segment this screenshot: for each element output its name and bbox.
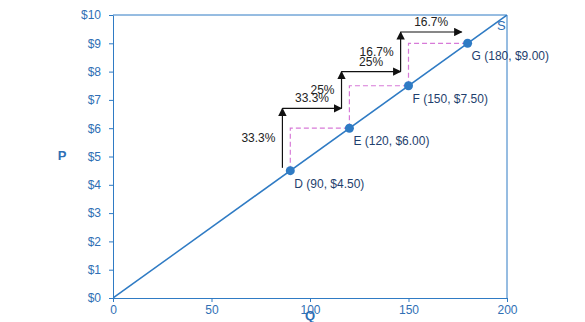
point [345, 124, 354, 133]
plot-frame [113, 15, 507, 298]
tick: $1 [88, 263, 113, 277]
tick: $0 [88, 291, 113, 305]
tick: $9 [88, 37, 113, 51]
arrow [400, 32, 401, 72]
tick-mark [212, 298, 213, 302]
y-axis-title: P [58, 148, 67, 163]
arrow-label: 16.7% [360, 45, 394, 59]
tick-mark [109, 298, 113, 299]
point-label: D (90, $4.50) [294, 177, 364, 191]
x-axis-title: Q [305, 308, 315, 322]
guide-step [349, 86, 408, 128]
tick-label: 150 [399, 303, 419, 317]
tick: 0 [110, 298, 117, 317]
tick: $6 [88, 122, 113, 136]
tick-mark [310, 298, 311, 302]
supply-line [113, 15, 507, 298]
tick: $7 [88, 93, 113, 107]
tick-mark [109, 185, 113, 186]
tick: $5 [88, 150, 113, 164]
point-label: E (120, $6.00) [353, 134, 429, 148]
tick-label: $1 [88, 263, 102, 277]
tick-label: $10 [81, 8, 101, 22]
tick-mark [109, 270, 113, 271]
tick-label: $8 [88, 65, 102, 79]
tick-label: $4 [88, 178, 102, 192]
tick-mark [109, 241, 113, 242]
guide-step [409, 43, 468, 85]
arrow [282, 108, 283, 167]
tick-mark [109, 15, 113, 16]
tick: $10 [81, 8, 113, 22]
tick-mark [109, 43, 113, 44]
series-label: S [497, 18, 506, 33]
tick-mark [109, 100, 113, 101]
axis-line [113, 16, 114, 299]
tick-label: $0 [88, 291, 102, 305]
tick-mark [113, 298, 114, 302]
chart: 050100150200$0$1$2$3$4$5$6$7$8$9$10PQSD … [0, 0, 585, 322]
tick: 50 [205, 298, 219, 317]
tick: 150 [399, 298, 419, 317]
guide-step [290, 128, 349, 170]
arrow-label: 25% [310, 83, 334, 97]
point [404, 81, 413, 90]
point [286, 166, 295, 175]
tick: $3 [88, 206, 113, 220]
tick-label: $9 [88, 37, 102, 51]
plot-marks [113, 15, 507, 298]
tick-mark [109, 213, 113, 214]
point-label: G (180, $9.00) [472, 49, 549, 63]
tick-mark [409, 298, 410, 302]
arrow [401, 31, 462, 32]
plot-texts: S D (90, $4.50) E (120, $6.00) F (150, $7.5… [241, 15, 549, 191]
tick-mark [507, 298, 508, 302]
point [463, 39, 472, 48]
tick-mark [109, 128, 113, 129]
tick: 200 [497, 298, 517, 317]
arrow-label: 33.3% [241, 131, 275, 145]
tick-label: 0 [110, 303, 117, 317]
tick-mark [109, 157, 113, 158]
tick: $2 [88, 235, 113, 249]
tick-label: $2 [88, 235, 102, 249]
arrow [341, 72, 342, 109]
tick-label: $5 [88, 150, 102, 164]
tick-label: $3 [88, 206, 102, 220]
point-label: F (150, $7.50) [413, 92, 488, 106]
y-axis: $0 $1 $2 $3 $4 $5 $6 $7 $8 $9 $10 [81, 8, 114, 305]
tick: $4 [88, 178, 113, 192]
tick-mark [109, 72, 113, 73]
tick-label: $6 [88, 122, 102, 136]
arrow [282, 108, 341, 109]
arrow-label: 16.7% [414, 15, 448, 29]
tick: $8 [88, 65, 113, 79]
tick-label: 200 [497, 303, 517, 317]
tick-label: 50 [205, 303, 219, 317]
arrow [342, 71, 401, 72]
tick-label: $7 [88, 93, 102, 107]
